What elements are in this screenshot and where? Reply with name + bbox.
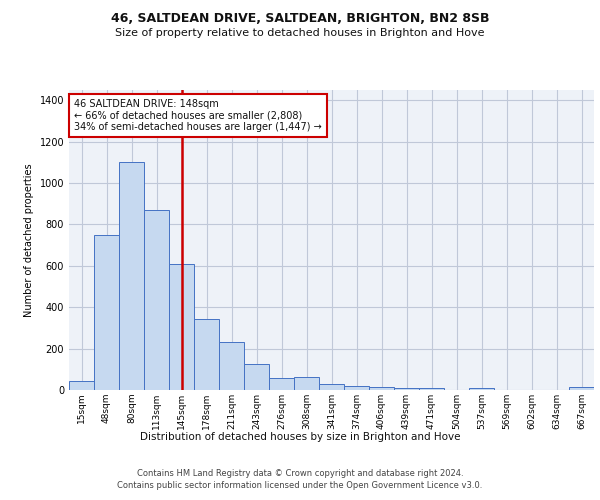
Bar	[469, 388, 494, 390]
Bar	[344, 386, 369, 390]
Text: 46, SALTDEAN DRIVE, SALTDEAN, BRIGHTON, BN2 8SB: 46, SALTDEAN DRIVE, SALTDEAN, BRIGHTON, …	[111, 12, 489, 26]
Bar	[169, 264, 194, 390]
Y-axis label: Number of detached properties: Number of detached properties	[24, 163, 34, 317]
Text: Contains HM Land Registry data © Crown copyright and database right 2024.: Contains HM Land Registry data © Crown c…	[137, 469, 463, 478]
Bar	[569, 387, 594, 390]
Bar	[69, 380, 94, 390]
Bar	[119, 162, 144, 390]
Text: Size of property relative to detached houses in Brighton and Hove: Size of property relative to detached ho…	[115, 28, 485, 38]
Bar	[94, 235, 119, 390]
Bar	[219, 342, 244, 390]
Bar	[419, 388, 444, 390]
Bar	[319, 384, 344, 390]
Bar	[144, 210, 169, 390]
Bar	[294, 376, 319, 390]
Text: 46 SALTDEAN DRIVE: 148sqm
← 66% of detached houses are smaller (2,808)
34% of se: 46 SALTDEAN DRIVE: 148sqm ← 66% of detac…	[74, 99, 322, 132]
Text: Distribution of detached houses by size in Brighton and Hove: Distribution of detached houses by size …	[140, 432, 460, 442]
Bar	[269, 378, 294, 390]
Bar	[394, 388, 419, 390]
Bar	[194, 318, 219, 390]
Text: Contains public sector information licensed under the Open Government Licence v3: Contains public sector information licen…	[118, 481, 482, 490]
Bar	[369, 387, 394, 390]
Bar	[244, 364, 269, 390]
